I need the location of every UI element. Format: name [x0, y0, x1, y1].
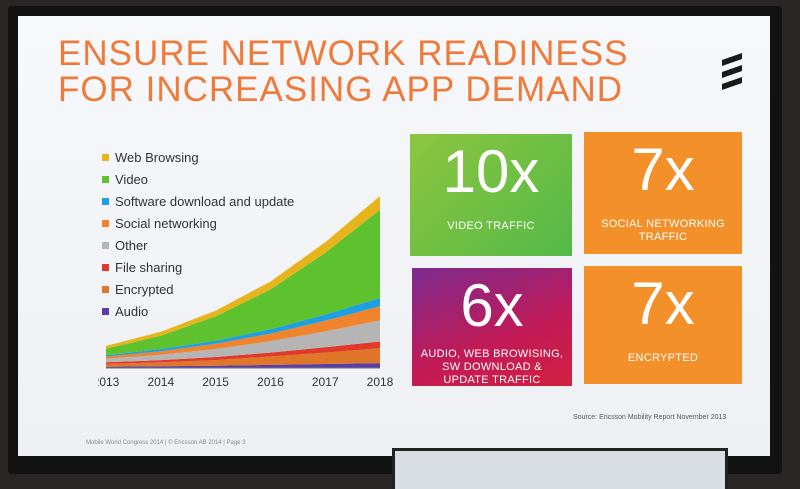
- chart-legend: Web Browsing Video Software download and…: [102, 146, 294, 322]
- legend-swatch: [102, 263, 109, 271]
- ericsson-logo-icon: [722, 53, 742, 90]
- legend-label: Encrypted: [115, 281, 174, 297]
- legend-item: Audio: [102, 300, 294, 322]
- area-series-audio: [106, 363, 380, 368]
- legend-item: Encrypted: [102, 278, 294, 300]
- legend-item: Social networking: [102, 212, 294, 234]
- slide-screen: ENSURE NETWORK READINESS FOR INCREASING …: [18, 16, 770, 456]
- legend-label: Software download and update: [115, 193, 295, 209]
- tile-value: 6x: [460, 272, 524, 339]
- area-series-encrypted: [106, 348, 380, 367]
- tile-video-traffic: 10x VIDEO TRAFFIC: [410, 134, 572, 256]
- x-tick-label: 2014: [147, 375, 174, 389]
- legend-item: Web Browsing: [102, 146, 294, 168]
- legend-label: Video: [115, 171, 149, 187]
- tile-caption: VIDEO TRAFFIC: [447, 220, 535, 232]
- legend-item: Other: [102, 234, 294, 256]
- tile-encrypted: 7x ENCRYPTED: [584, 266, 742, 384]
- source-note: Source: Ericsson Mobility Report Novembe…: [573, 414, 727, 421]
- legend-swatch: [102, 307, 109, 315]
- tile-value: 7x: [631, 270, 695, 337]
- title-line-2: FOR INCREASING APP DEMAND: [58, 70, 624, 109]
- tile-social-networking: 7x SOCIAL NETWORKING TRAFFIC: [584, 132, 742, 254]
- tile-caption: AUDIO, WEB BROWISING, SW DOWNLOAD & UPDA…: [420, 348, 564, 386]
- legend-swatch: [102, 219, 109, 227]
- legend-item: File sharing: [102, 256, 294, 278]
- legend-label: Audio: [115, 303, 149, 319]
- title-line-1: ENSURE NETWORK READINESS: [58, 34, 629, 73]
- tile-caption: SOCIAL NETWORKING TRAFFIC: [601, 218, 725, 243]
- legend-label: Web Browsing: [115, 149, 199, 165]
- x-tick-label: 2013: [98, 375, 120, 389]
- tile-value: 7x: [631, 136, 695, 203]
- x-tick-label: 2017: [312, 375, 339, 389]
- legend-item: Software download and update: [102, 190, 294, 212]
- legend-swatch: [102, 197, 109, 205]
- tile-caption: ENCRYPTED: [627, 352, 699, 364]
- tile-audio-web-sw: 6x AUDIO, WEB BROWISING, SW DOWNLOAD & U…: [412, 268, 572, 386]
- legend-label: Social networking: [115, 215, 217, 231]
- area-series-video: [106, 209, 380, 356]
- slide-footer: Mobile World Congress 2014 | © Ericsson …: [86, 440, 246, 446]
- legend-swatch: [102, 241, 109, 249]
- x-tick-label: 2015: [202, 375, 229, 389]
- x-tick-label: 2016: [257, 375, 284, 389]
- slide-title: ENSURE NETWORK READINESS FOR INCREASING …: [58, 36, 628, 108]
- legend-swatch: [102, 175, 109, 183]
- laptop-screen: [392, 448, 728, 489]
- traffic-area-chart: 2013 2014 2015 2016 2017 2018: [98, 196, 394, 389]
- legend-label: File sharing: [115, 259, 183, 275]
- tile-value: 10x: [442, 138, 540, 205]
- legend-item: Video: [102, 168, 294, 190]
- legend-swatch: [102, 153, 109, 161]
- area-series-file-sharing: [106, 341, 380, 364]
- x-tick-label: 2018: [367, 375, 394, 389]
- legend-label: Other: [115, 237, 148, 253]
- area-series-other: [106, 320, 380, 363]
- legend-swatch: [102, 285, 109, 293]
